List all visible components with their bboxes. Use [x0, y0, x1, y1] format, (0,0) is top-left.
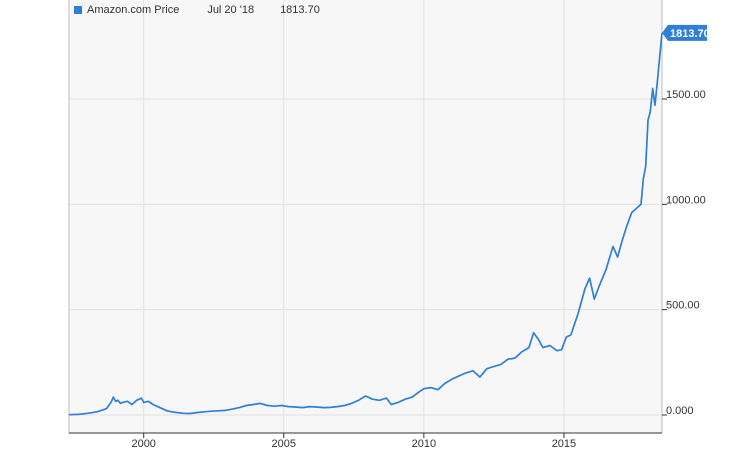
legend-swatch: [74, 6, 82, 14]
y-axis-ticks: 0.000 500.00 1000.00 1500.00: [662, 89, 706, 417]
x-axis-ticks: 2000 2005 2010 2015: [131, 433, 576, 450]
legend: Amazon.com Price Jul 20 '18 1813.70: [74, 4, 320, 16]
legend-value: 1813.70: [280, 4, 320, 16]
legend-date: Jul 20 '18: [207, 4, 255, 16]
y-tick-label: 1000.00: [666, 194, 706, 206]
x-tick-label: 2005: [272, 438, 296, 450]
grid-lines: [69, 0, 662, 433]
plot-background: [69, 0, 662, 433]
y-tick-label: 1500.00: [666, 89, 706, 101]
x-tick-label: 2015: [552, 438, 576, 450]
x-tick-label: 2010: [412, 438, 436, 450]
y-tick-label: 0.000: [666, 405, 694, 417]
series-layer: [68, 32, 663, 416]
last-value-tag: [662, 24, 707, 41]
x-tick-label: 2000: [131, 438, 155, 450]
price-series-line: [68, 32, 663, 416]
legend-series-label: Amazon.com Price: [87, 4, 180, 16]
last-value-label: 1813.70: [662, 24, 710, 41]
y-tick-label: 500.00: [666, 300, 700, 312]
last-value-text: 1813.70: [670, 28, 710, 40]
